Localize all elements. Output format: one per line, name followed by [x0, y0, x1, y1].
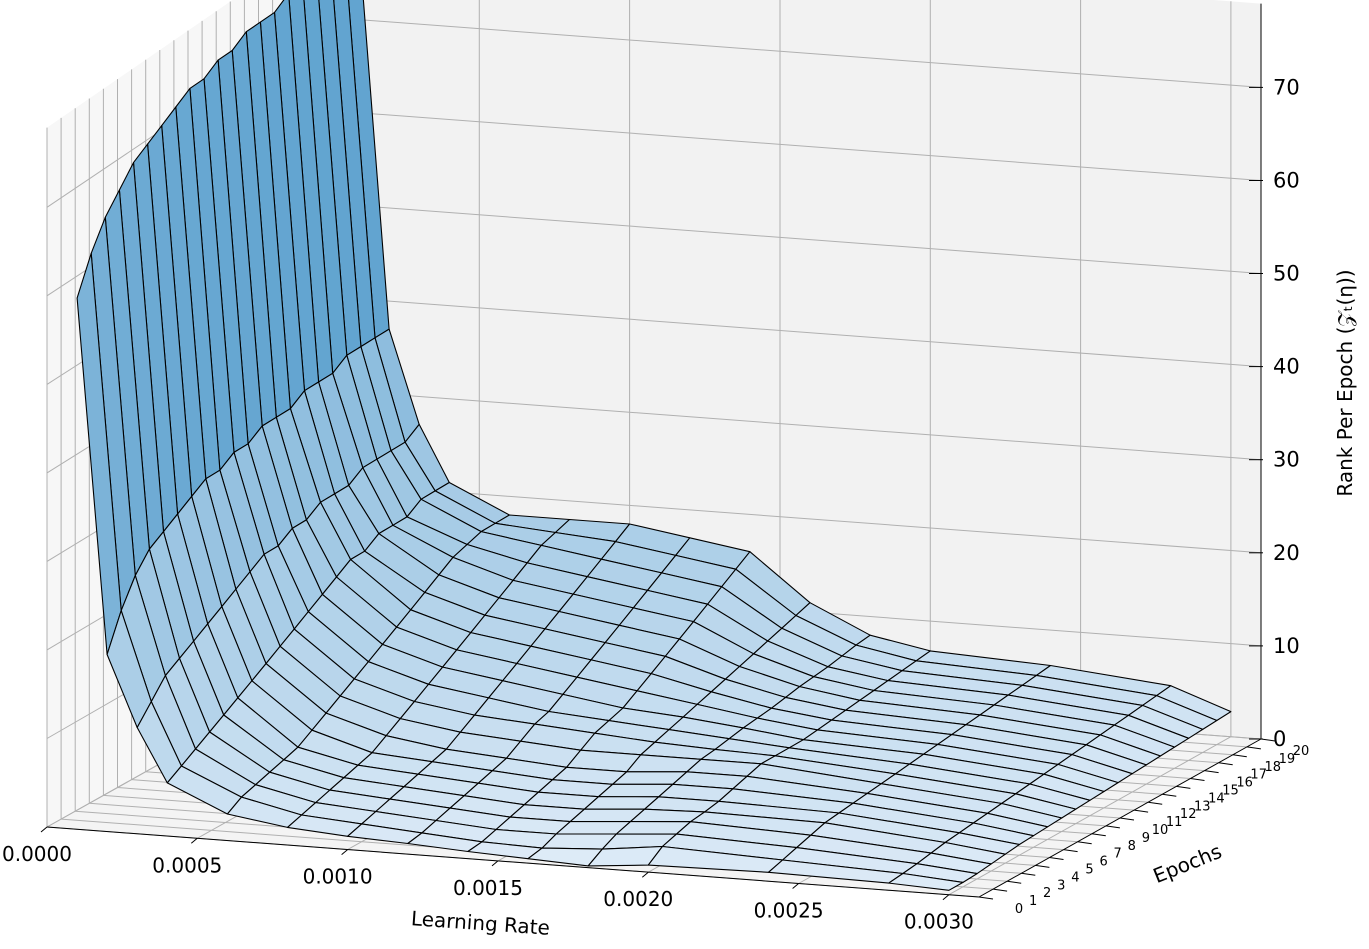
x-tick-label: 0.0000 — [2, 842, 72, 866]
y-tick — [1077, 841, 1092, 845]
x-tick-label: 0.0020 — [603, 887, 673, 911]
z-tick-label: 10 — [1273, 634, 1300, 658]
y-tick-label: 16 — [1236, 776, 1253, 791]
y-tick — [1049, 857, 1064, 860]
surface-face — [888, 872, 964, 891]
y-tick — [1162, 793, 1177, 797]
y-tick — [1119, 817, 1135, 821]
y-tick-label: 9 — [1142, 831, 1150, 846]
y-tick-label: 0 — [1015, 902, 1023, 917]
y-tick-label: 19 — [1279, 752, 1296, 767]
y-tick-label: 15 — [1222, 784, 1239, 799]
y-tick-label: 12 — [1180, 807, 1197, 822]
y-tick — [1260, 738, 1276, 742]
x-tick — [190, 837, 198, 844]
surface-mesh — [76, 0, 1232, 891]
z-tick-label: 0 — [1273, 727, 1286, 751]
y-tick-label: 7 — [1114, 847, 1122, 862]
x-tick-label: 0.0025 — [754, 899, 824, 923]
y-tick — [978, 896, 994, 900]
x-tick — [40, 826, 48, 833]
y-tick — [1063, 849, 1078, 853]
y-axis-label: Epochs — [1150, 839, 1225, 888]
z-tick-label: 60 — [1273, 169, 1300, 193]
x-tick-label: 0.0015 — [453, 876, 523, 900]
y-tick-label: 2 — [1043, 886, 1051, 901]
z-grid-back — [328, 110, 1262, 181]
z-grid-back — [328, 203, 1262, 274]
x-tick — [491, 860, 499, 867]
y-tick-label: 10 — [1152, 823, 1169, 838]
z-axis-label: Rank Per Epoch (𝒵ₜ(η)) — [1333, 269, 1357, 496]
z-tick-label: 70 — [1273, 75, 1300, 99]
y-tick-label: 11 — [1166, 815, 1183, 830]
y-tick — [1035, 864, 1050, 868]
z-tick-label: 40 — [1273, 355, 1300, 379]
z-grid-back — [328, 389, 1262, 461]
x-tick — [942, 894, 950, 901]
z-tick-label: 50 — [1273, 262, 1300, 286]
y-tick — [1232, 754, 1247, 758]
x-tick — [792, 883, 799, 889]
y-tick — [1204, 770, 1219, 774]
y-tick-label: 5 — [1085, 863, 1093, 878]
y-tick — [1105, 825, 1120, 829]
y-tick — [1218, 762, 1233, 766]
x-axis-label: Learning Rate — [410, 906, 550, 940]
y-tick-label: 18 — [1265, 760, 1282, 775]
y-tick-label: 1 — [1029, 894, 1037, 909]
axes: 0.0000 0.0005 0.0010 0.0015 0.0020 0.0025 0.00… — [2, 3, 1310, 934]
y-tick-label: 17 — [1250, 768, 1267, 783]
z-tick-label: 30 — [1273, 448, 1300, 472]
y-tick — [1148, 801, 1163, 805]
x-tick-label: 0.0030 — [904, 910, 974, 934]
y-tick-label: 4 — [1071, 870, 1079, 885]
y-tick — [1007, 880, 1022, 884]
x-axis-line — [46, 826, 980, 898]
x-tick-label: 0.0010 — [303, 865, 373, 889]
y-tick-label: 6 — [1099, 855, 1107, 870]
y-tick — [1176, 785, 1191, 789]
z-grid-back — [328, 16, 1262, 88]
y-tick-label: 14 — [1208, 791, 1225, 806]
y-tick — [1190, 778, 1205, 781]
z-grid-back — [328, 482, 1262, 554]
x-tick — [341, 849, 348, 855]
z-grid-back — [328, 296, 1262, 368]
y-tick-label: 3 — [1057, 878, 1065, 893]
y-tick — [1134, 809, 1149, 813]
y-tick — [1021, 872, 1036, 876]
x-tick — [641, 871, 649, 878]
z-tick-label: 20 — [1273, 541, 1300, 565]
y-tick-label: 20 — [1293, 744, 1310, 759]
y-tick — [1091, 833, 1106, 837]
y-tick-label: 8 — [1128, 839, 1136, 854]
y-tick-label: 13 — [1194, 799, 1211, 814]
x-tick-label: 0.0005 — [152, 853, 222, 877]
y-tick — [1246, 746, 1261, 750]
y-tick — [993, 888, 1008, 892]
